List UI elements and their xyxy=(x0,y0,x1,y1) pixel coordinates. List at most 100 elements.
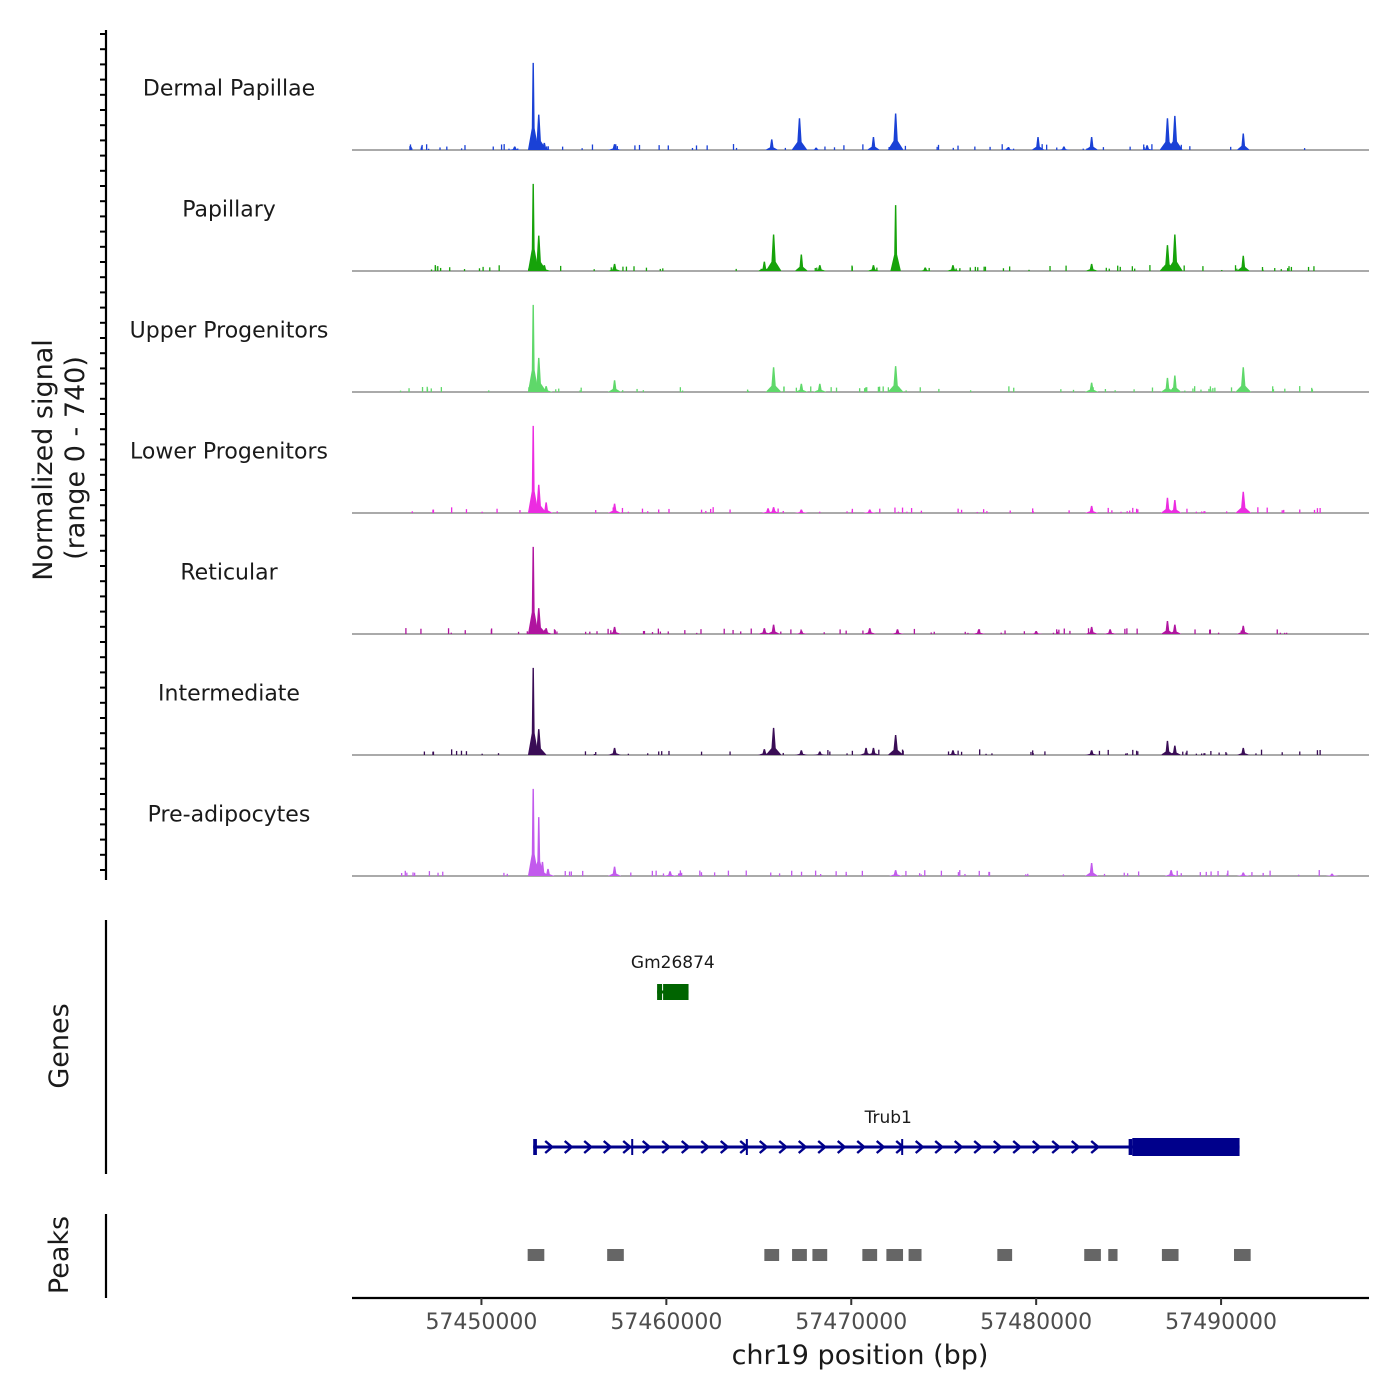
signal-noise xyxy=(437,266,439,271)
signal-noise xyxy=(1276,629,1278,634)
signal-noise xyxy=(528,268,530,271)
signal-noise xyxy=(593,753,596,755)
signal-noise xyxy=(642,630,645,634)
signal-peak xyxy=(794,254,808,271)
signal-noise xyxy=(729,751,731,755)
signal-noise xyxy=(940,870,943,876)
signal-noise xyxy=(933,631,935,634)
gene-exon xyxy=(745,1139,748,1155)
signal-noise xyxy=(829,751,831,755)
signal-noise xyxy=(492,146,494,150)
signal-track: Papillary xyxy=(182,183,1369,272)
signal-noise xyxy=(630,872,632,876)
signal-noise xyxy=(1204,753,1206,755)
signal-noise xyxy=(641,508,644,513)
signal-noise xyxy=(957,145,959,150)
x-tick-label: 57480000 xyxy=(980,1310,1092,1335)
signal-noise xyxy=(622,390,624,392)
signal-peak xyxy=(766,624,781,634)
signal-noise xyxy=(780,631,782,634)
signal-noise xyxy=(1028,269,1030,271)
signal-noise xyxy=(1303,148,1306,150)
signal-noise xyxy=(1227,870,1229,876)
signal-noise xyxy=(1027,873,1029,876)
signal-noise xyxy=(918,873,921,876)
signal-noise xyxy=(1313,266,1315,271)
strand-arrow xyxy=(856,1140,867,1154)
signal-noise xyxy=(845,871,847,876)
signal-peak xyxy=(1160,497,1175,513)
strand-arrow xyxy=(895,1140,906,1154)
signal-noise xyxy=(1199,872,1201,876)
signal-noise xyxy=(581,148,583,150)
signal-noise xyxy=(1203,753,1205,755)
signal-noise xyxy=(845,630,847,634)
peak-region xyxy=(1084,1249,1101,1261)
signal-noise xyxy=(1251,872,1253,876)
signal-noise xyxy=(659,268,661,271)
signal-noise xyxy=(791,870,793,876)
signal-noise xyxy=(960,751,963,755)
signal-noise xyxy=(1210,751,1212,755)
signal-noise xyxy=(892,267,895,271)
signal-peak xyxy=(607,626,622,634)
signal-noise xyxy=(1174,147,1177,150)
signal-noise xyxy=(589,631,591,634)
strand-arrow xyxy=(622,1140,633,1154)
signal-noise xyxy=(439,267,442,271)
signal-noise xyxy=(1068,510,1070,513)
signal-noise xyxy=(760,268,762,271)
signal-noise xyxy=(777,508,779,513)
signal-noise xyxy=(960,509,963,513)
signal-peak xyxy=(607,144,622,150)
signal-noise xyxy=(482,266,484,271)
signal-noise xyxy=(411,511,413,513)
signal-noise xyxy=(988,871,990,876)
signal-noise xyxy=(541,751,543,755)
signal-noise xyxy=(1311,389,1314,392)
signal-noise xyxy=(876,267,878,271)
signal-noise xyxy=(906,511,908,513)
signal-noise xyxy=(622,266,624,271)
peak-region xyxy=(1161,1249,1179,1261)
signal-noise xyxy=(1238,388,1241,392)
signal-noise xyxy=(862,630,864,634)
signal-noise xyxy=(713,872,716,876)
signal-noise xyxy=(1119,266,1121,271)
signal-noise xyxy=(1214,387,1216,392)
signal-noise xyxy=(591,144,594,150)
signal-peak xyxy=(889,870,903,876)
signal-peak xyxy=(1085,505,1099,513)
signal-noise xyxy=(1284,632,1286,634)
signal-noise xyxy=(1058,629,1060,634)
signal-noise xyxy=(1242,510,1244,513)
signal-noise xyxy=(877,386,880,392)
signal-noise xyxy=(1041,144,1043,150)
signal-noise xyxy=(428,871,431,876)
signal-noise xyxy=(1255,753,1257,755)
signal-noise xyxy=(568,871,571,876)
signal-noise xyxy=(904,145,907,150)
signal-noise xyxy=(1172,387,1174,392)
signal-noise xyxy=(1195,511,1198,513)
signal-noise xyxy=(1242,752,1244,755)
signal-peak xyxy=(607,866,622,876)
signal-peak xyxy=(757,261,771,271)
strand-arrow xyxy=(797,1140,808,1154)
signal-peak xyxy=(541,868,555,876)
signal-noise xyxy=(506,873,508,876)
signal-noise xyxy=(450,632,452,634)
peak-region xyxy=(792,1249,807,1261)
signal-noise xyxy=(1180,873,1182,876)
signal-peak xyxy=(1235,367,1252,392)
signal-noise xyxy=(1210,871,1212,876)
signal-noise xyxy=(691,147,694,150)
gene-exon xyxy=(657,984,663,1000)
strand-arrow xyxy=(973,1140,984,1154)
signal-noise xyxy=(938,388,940,392)
signal-noise xyxy=(593,269,595,271)
signal-peak xyxy=(866,747,881,755)
signal-noise xyxy=(1299,509,1301,513)
signal-noise xyxy=(1001,144,1003,150)
peak-region xyxy=(1108,1249,1118,1261)
